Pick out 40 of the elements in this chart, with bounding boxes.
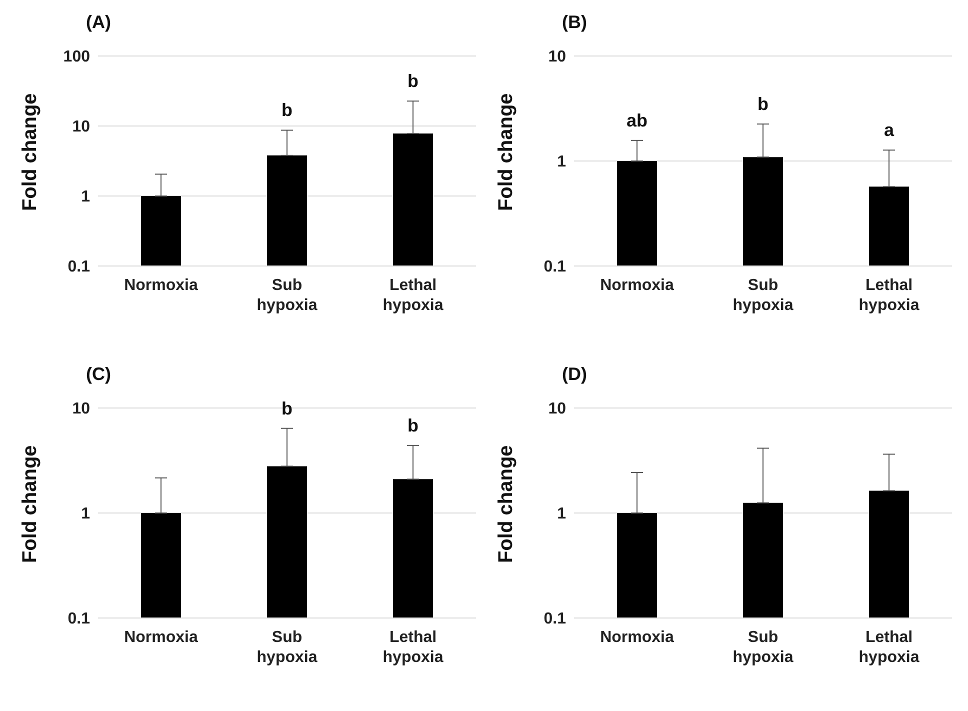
y-tick-label: 1 — [557, 506, 566, 523]
y-axis-title: Fold change — [19, 445, 42, 563]
y-axis-title: Fold change — [495, 445, 518, 563]
y-axis-title: Fold change — [495, 93, 518, 211]
x-tick-label: Sub hypoxia — [732, 277, 794, 314]
x-tick-label: Lethal hypoxia — [858, 629, 920, 666]
annotation: b — [408, 71, 418, 92]
x-tick-label: Lethal hypoxia — [382, 629, 444, 666]
y-tick-label: 1 — [557, 154, 566, 171]
y-tick-label: 0.1 — [68, 258, 90, 276]
x-tick-label: Sub hypoxia — [732, 629, 794, 666]
y-tick-label: 0.1 — [68, 610, 90, 628]
y-axis-title: Fold change — [19, 93, 42, 211]
chart-title: (C) — [86, 364, 111, 385]
chart-title: (D) — [562, 364, 587, 385]
annotation: b — [408, 415, 418, 436]
y-tick-label: 1 — [81, 188, 90, 206]
y-tick-label: 0.1 — [544, 258, 566, 276]
y-tick-label: 10 — [548, 400, 566, 418]
y-tick-label: 0.1 — [544, 610, 566, 628]
annotation: ab — [626, 110, 648, 130]
x-tick-label: Lethal hypoxia — [858, 277, 920, 314]
annotation: b — [282, 398, 292, 418]
y-tick-label: 100 — [63, 48, 90, 66]
chart-title: (A) — [86, 12, 111, 33]
annotation: b — [758, 94, 768, 114]
annotation: b — [282, 100, 292, 120]
x-tick-label: Sub hypoxia — [256, 277, 318, 314]
x-tick-label: Lethal hypoxia — [382, 277, 444, 314]
y-tick-label: 1 — [81, 506, 90, 523]
y-tick-label: 10 — [548, 48, 566, 66]
y-tick-label: 10 — [72, 118, 90, 136]
x-tick-label: Sub hypoxia — [256, 629, 318, 666]
x-tick-label: Normoxia — [600, 629, 674, 646]
chart-title: (B) — [562, 12, 587, 33]
annotation: a — [884, 120, 895, 140]
x-tick-label: Normoxia — [600, 277, 674, 294]
x-tick-label: Normoxia — [124, 629, 198, 646]
y-tick-label: 10 — [72, 400, 90, 418]
x-tick-label: Normoxia — [124, 277, 198, 294]
